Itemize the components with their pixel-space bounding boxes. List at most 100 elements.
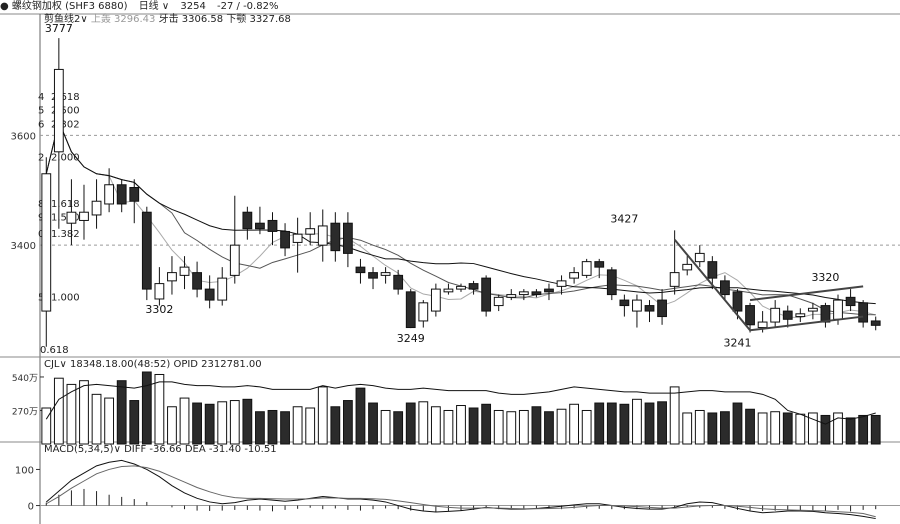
dea-line xyxy=(46,465,876,518)
fib-ratio-label: 2.618 xyxy=(51,92,80,103)
candle-body xyxy=(141,211,152,290)
volume-bar xyxy=(66,383,77,445)
volume-bar xyxy=(682,412,693,445)
candle-body xyxy=(581,261,592,276)
indicator-selector[interactable]: 剪鱼线2∨ xyxy=(44,14,88,25)
price-annotation: 3777 xyxy=(45,22,73,35)
candle-body xyxy=(820,305,831,323)
symbol-title[interactable]: ● 螺纹钢加权 (SHF3 6880) xyxy=(0,1,128,12)
volume-bar xyxy=(493,409,504,445)
candle-body xyxy=(116,184,127,205)
volume-bar xyxy=(858,414,869,445)
volume-bar xyxy=(418,401,429,445)
volume-legend: CJL∨ 18348.18.00(48:52) OPID 2312781.00 xyxy=(44,359,262,371)
candle-body xyxy=(267,219,278,232)
volume-bar xyxy=(833,412,843,445)
fib-ratio-label: 2.000 xyxy=(51,152,80,163)
candle-body xyxy=(167,272,177,282)
volume-bar xyxy=(167,406,177,445)
price-annotation: 3241 xyxy=(723,336,751,349)
candle-body xyxy=(129,187,140,202)
volume-bar xyxy=(770,411,781,445)
candle-body xyxy=(242,211,253,230)
volume-bar xyxy=(204,403,215,445)
volume-bar xyxy=(342,400,353,445)
volume-bar xyxy=(368,402,378,445)
fib-bottom-label: 0.618 xyxy=(40,345,69,356)
volume-bar xyxy=(569,403,580,445)
fib-ratio-label: 1.000 xyxy=(51,292,80,303)
volume-tick-label: 540万 xyxy=(12,374,38,384)
fib-index-label: 9 xyxy=(38,213,44,224)
diff-line xyxy=(45,459,876,520)
volume-bar xyxy=(116,380,127,445)
volume-bar xyxy=(720,411,730,445)
volume-bar xyxy=(355,387,366,445)
trend-arrow xyxy=(749,315,864,332)
candle-body xyxy=(380,272,391,276)
candle-body xyxy=(732,291,743,312)
candle-body xyxy=(506,294,517,298)
diff-value: DIFF -36.66 xyxy=(124,444,182,455)
candle-body xyxy=(405,291,416,329)
candle-body xyxy=(795,313,806,318)
candle-body xyxy=(594,261,605,268)
volume-bar xyxy=(255,411,265,445)
macd-value: -10.51 xyxy=(244,444,277,455)
candle-body xyxy=(518,291,529,296)
candle-body xyxy=(669,272,680,287)
volume-bar xyxy=(405,402,416,445)
candle-body xyxy=(720,280,730,296)
price-annotation: 3320 xyxy=(811,271,839,284)
volume-bar xyxy=(91,393,102,445)
volume-bar xyxy=(694,409,705,445)
candle-body xyxy=(330,222,341,252)
middle-value: 牙击 3306.58 xyxy=(158,14,224,25)
fib-index-label: 8 xyxy=(38,199,44,210)
volume-bar xyxy=(669,386,680,445)
candle-body xyxy=(870,320,881,326)
volume-selector[interactable]: CJL∨ xyxy=(44,359,67,370)
volume-bar xyxy=(443,409,454,445)
volume-bar xyxy=(619,403,630,445)
price-change: -27 / -0.82% xyxy=(217,1,279,12)
candle-body xyxy=(53,68,64,153)
trend-arrow xyxy=(673,239,751,331)
volume-bar xyxy=(581,409,592,445)
volume-tick-label: 270万 xyxy=(12,407,38,417)
y-tick-label: 3600 xyxy=(11,131,36,142)
candle-body xyxy=(91,200,102,216)
volume-bar xyxy=(430,406,441,445)
candle-body xyxy=(229,244,240,276)
chart-header: ● 螺纹钢加权 (SHF3 6880) 日线 ∨ 3254 -27 / -0.8… xyxy=(0,0,900,14)
candle-body xyxy=(632,299,642,312)
candle-body xyxy=(807,307,818,312)
candle-body xyxy=(544,288,554,293)
lower-value: 下颚 3327.68 xyxy=(226,14,291,25)
candle-body xyxy=(255,222,265,230)
macd-tick-label: 0 xyxy=(28,502,34,513)
volume-bar xyxy=(229,400,240,445)
volume-bar xyxy=(531,406,542,445)
last-price: 3254 xyxy=(180,1,206,12)
price-annotation: 3427 xyxy=(610,212,638,225)
candle-body xyxy=(682,263,693,271)
candle-body xyxy=(305,228,316,235)
candle-body xyxy=(531,291,542,296)
candle-body xyxy=(858,302,869,323)
volume-bar xyxy=(104,397,115,445)
candle-body xyxy=(606,269,617,296)
macd-selector[interactable]: MACD(5,34,5)∨ xyxy=(44,444,121,455)
volume-bar xyxy=(317,386,328,445)
period-selector[interactable]: 日线 ∨ xyxy=(138,1,170,12)
volume-bar xyxy=(129,400,140,445)
upper-value: 上轰 3296.43 xyxy=(90,14,156,25)
volume-bar xyxy=(606,402,617,445)
volume-bar xyxy=(53,377,64,445)
candle-body xyxy=(355,266,366,274)
volume-bar xyxy=(192,402,202,445)
candle-body xyxy=(179,266,190,276)
candle-body xyxy=(481,277,492,312)
